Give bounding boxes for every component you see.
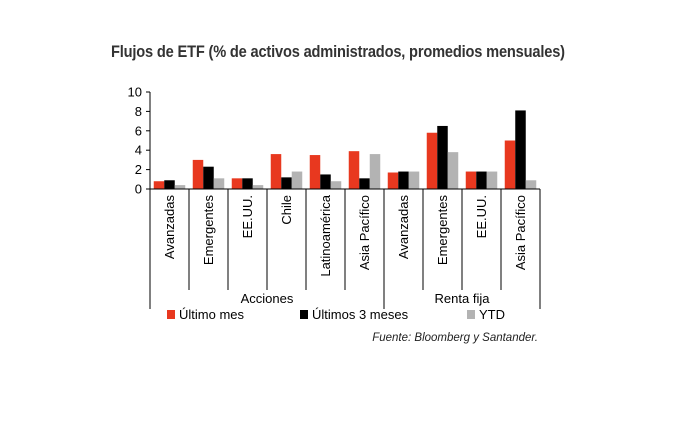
bar xyxy=(369,154,381,189)
bar xyxy=(486,171,498,189)
bar xyxy=(213,178,225,189)
chart-title: Flujos de ETF (% de activos administrado… xyxy=(111,42,565,61)
source-note: Fuente: Bloomberg y Santander. xyxy=(372,332,538,344)
bar xyxy=(447,152,459,189)
bar xyxy=(359,178,370,189)
y-tick-label: 6 xyxy=(135,123,142,138)
bar xyxy=(476,171,487,189)
legend-swatch xyxy=(300,310,308,319)
category-label: Latinoamérica xyxy=(318,194,333,276)
bar xyxy=(330,181,342,189)
bar xyxy=(270,154,282,189)
bar xyxy=(231,178,243,189)
y-tick-label: 10 xyxy=(128,85,142,100)
bar xyxy=(426,132,438,189)
y-tick-label: 2 xyxy=(135,162,142,177)
bar xyxy=(291,171,303,189)
category-label: Chile xyxy=(279,195,294,225)
bar xyxy=(408,171,420,189)
y-tick-label: 0 xyxy=(135,182,142,197)
legend-swatch xyxy=(467,310,475,319)
group-label: Renta fija xyxy=(435,291,491,306)
legend: Último mes Últimos 3 meses YTD xyxy=(167,307,505,322)
bar xyxy=(153,181,165,189)
category-label: Avanzadas xyxy=(162,195,177,260)
bar xyxy=(504,140,516,189)
bar xyxy=(192,159,204,189)
category-label: EE.UU. xyxy=(474,195,489,238)
bar xyxy=(525,180,537,189)
legend-label: Últimos 3 meses xyxy=(312,307,409,322)
bar xyxy=(387,172,399,189)
legend-label: YTD xyxy=(479,307,505,322)
legend-label: Último mes xyxy=(179,307,245,322)
y-tick-label: 4 xyxy=(135,143,142,158)
bar xyxy=(309,155,321,189)
y-tick-label: 8 xyxy=(135,104,142,119)
bar xyxy=(252,185,264,189)
bar xyxy=(348,151,360,189)
bar xyxy=(437,125,448,189)
legend-swatch xyxy=(167,310,175,319)
bar xyxy=(203,166,214,189)
x-axis: Avanzadas Emergentes EE.UU. Chile Latinoamér… xyxy=(149,188,541,309)
bar xyxy=(281,177,292,189)
category-label: EE.UU. xyxy=(240,195,255,238)
bar xyxy=(164,180,175,189)
y-axis: 0 2 4 6 8 10 xyxy=(128,85,151,197)
bar xyxy=(320,174,331,189)
group-label: Acciones xyxy=(241,291,294,306)
bar xyxy=(515,110,526,189)
bar xyxy=(174,185,186,189)
category-label: Asia Pacífico xyxy=(513,195,528,270)
bar xyxy=(398,171,409,189)
bar xyxy=(242,178,253,189)
category-label: Emergentes xyxy=(201,195,216,266)
category-label: Avanzadas xyxy=(396,195,411,260)
bars xyxy=(153,110,537,189)
category-label: Emergentes xyxy=(435,195,450,266)
bar xyxy=(465,171,477,189)
category-label: Asia Pacífico xyxy=(357,195,372,270)
